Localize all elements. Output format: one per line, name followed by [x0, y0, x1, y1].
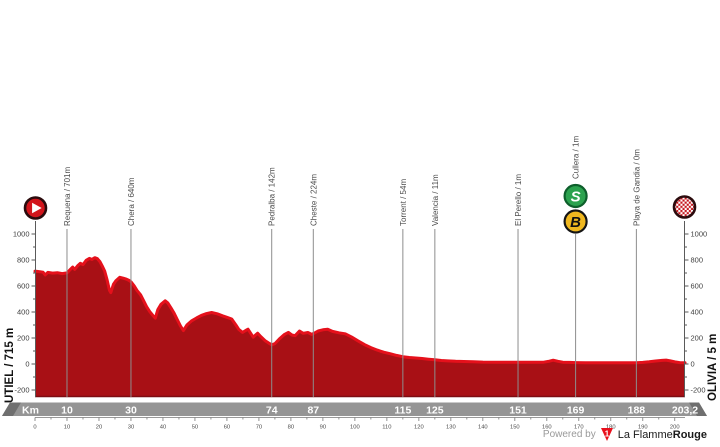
ruler-label: 50 [192, 425, 198, 431]
ruler-label: 70 [256, 425, 262, 431]
waypoint-label: Chera / 640m [127, 177, 136, 226]
start-town-label: UTIEL / 715 m [4, 328, 16, 403]
brand-bold: Rouge [672, 428, 707, 441]
right-axis-tick-label: 600 [691, 282, 704, 291]
waypoint-label: Cullera / 1m [572, 136, 581, 179]
ruler-label: 80 [288, 425, 294, 431]
waypoint-label: Cheste / 224m [309, 174, 318, 226]
left-axis-tick-label: 600 [17, 282, 30, 291]
ruler-label: 180 [606, 425, 616, 431]
km-band-mark: 203,2 [672, 405, 698, 417]
left-axis-tick-label: 800 [17, 256, 30, 265]
bonus-icon: B [563, 209, 588, 234]
km-band-mark: 125 [426, 405, 444, 417]
finish-icon [672, 195, 697, 219]
right-axis-tick-label: -200 [691, 386, 706, 395]
brand-link[interactable]: La FlammeRouge [618, 429, 707, 441]
km-band-mark: 74 [266, 405, 278, 417]
ruler-label: 160 [542, 425, 552, 431]
elevation-top-edge [33, 256, 687, 365]
km-band-mark: 188 [628, 405, 646, 417]
ruler-label: 130 [446, 425, 456, 431]
right-axis-tick-label: 1000 [691, 230, 708, 239]
ruler-label: 30 [128, 425, 134, 431]
km-band-left-cap [2, 402, 21, 416]
left-axis-tick-label: -200 [14, 386, 29, 395]
ruler-label: 150 [510, 425, 520, 431]
ruler-label: 140 [478, 425, 488, 431]
ruler-label: 120 [414, 425, 424, 431]
waypoint-label: El Perello / 1m [514, 174, 523, 226]
sprint-icon: S [563, 183, 588, 209]
waypoint-label: Pedralba / 142m [268, 167, 277, 226]
right-axis-tick-label: 400 [691, 308, 704, 317]
waypoint-label: Torrent / 54m [399, 179, 408, 226]
km-band-mark: 169 [567, 405, 585, 417]
finish-town-label: OLIVIA / 5 m [707, 334, 719, 401]
km-band [2, 402, 707, 416]
waypoint-label: Valencia / 11m [431, 174, 440, 226]
ruler-label: 10 [64, 425, 70, 431]
ruler-label: 100 [350, 425, 360, 431]
km-band-mark: 115 [394, 405, 411, 417]
sprint-letter: S [571, 189, 581, 206]
km-band-mark: 10 [61, 405, 73, 417]
km-band-mark: 87 [307, 405, 319, 417]
waypoint-label: Playa de Gandia / 0m [632, 149, 641, 226]
right-axis-tick-label: 0 [691, 360, 695, 369]
footer: Powered by 1 La FlammeRouge [543, 428, 707, 441]
right-axis-tick-label: 200 [691, 334, 704, 343]
km-axis-label: Km [22, 405, 39, 417]
ruler-label: 190 [638, 425, 648, 431]
left-axis-tick-label: 200 [17, 334, 30, 343]
right-axis-tick-label: 800 [691, 256, 704, 265]
chart-generated-layer: Requena / 701m Chera / 640m Pedralba / 142… [2, 136, 707, 431]
ruler-label: 110 [382, 425, 391, 431]
left-axis-tick-label: 1000 [13, 230, 30, 239]
waypoint-label: Requena / 701m [63, 167, 72, 226]
left-axis-tick-label: 400 [17, 308, 30, 317]
ruler-label: 200 [670, 425, 680, 431]
ruler-label: 20 [96, 425, 102, 431]
elevation-area [35, 257, 685, 397]
brand-regular: La Flamme [617, 428, 673, 441]
ruler-label: 60 [224, 425, 230, 431]
start-icon [23, 196, 48, 220]
logo-glyph: 1 [605, 430, 610, 439]
powered-by-text: Powered by [542, 429, 596, 440]
km-band-mark: 151 [509, 405, 527, 417]
km-band-right-cap [689, 402, 707, 416]
bonus-letter: B [570, 214, 581, 231]
ruler-label: 0 [33, 425, 36, 431]
left-axis-tick-label: 0 [25, 360, 29, 369]
km-band-mark: 30 [125, 405, 137, 417]
laflammerouge-logo-icon: 1 [600, 428, 613, 441]
ruler-label: 170 [574, 425, 584, 431]
ruler-label: 40 [160, 425, 166, 431]
ruler-label: 90 [320, 425, 326, 431]
